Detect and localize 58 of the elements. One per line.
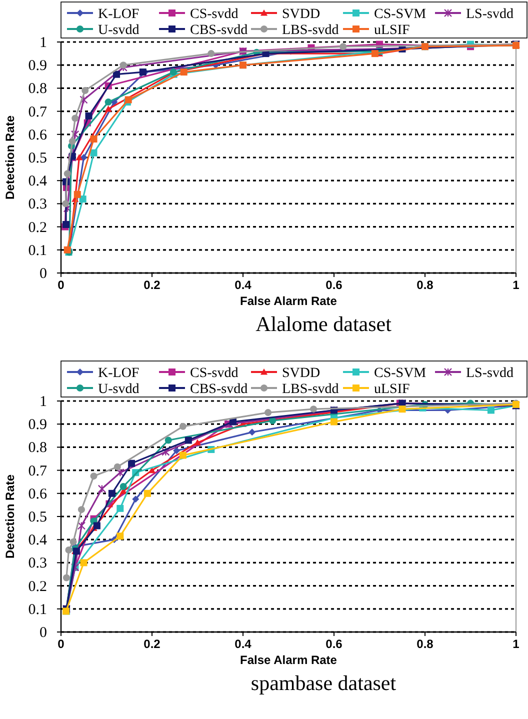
legend-label: U-svdd bbox=[98, 23, 140, 38]
y-tick-label: 0.8 bbox=[28, 81, 47, 98]
x-tick-label: 1 bbox=[512, 637, 520, 651]
legend-label: CBS-svdd bbox=[190, 382, 248, 397]
y-tick-label: 0.7 bbox=[28, 104, 48, 120]
x-tick-label: 1 bbox=[512, 278, 520, 292]
legend-label: uLSIF bbox=[374, 23, 410, 38]
legend-label: LS-svdd bbox=[466, 7, 514, 22]
y-axis-title: Detection Rate bbox=[3, 474, 17, 559]
y-tick-label: 0.4 bbox=[28, 174, 48, 190]
x-axis-title: False Alarm Rate bbox=[240, 653, 338, 667]
legend-label: SVDD bbox=[282, 366, 320, 381]
y-tick-label: 0.5 bbox=[28, 510, 47, 526]
y-tick-label: 0.3 bbox=[28, 556, 47, 572]
y-tick-label: 0.1 bbox=[28, 602, 47, 618]
y-tick-label: 0.9 bbox=[28, 58, 47, 74]
legend-label: LBS-svdd bbox=[282, 382, 339, 397]
x-tick-label: 0 bbox=[58, 278, 65, 292]
y-tick-label: 0.6 bbox=[28, 486, 48, 502]
x-tick-label: 0.2 bbox=[144, 637, 161, 651]
legend-label: uLSIF bbox=[374, 382, 410, 397]
x-tick-label: 0.8 bbox=[416, 637, 434, 651]
y-tick-label: 0.7 bbox=[28, 463, 48, 480]
legend-label: SVDD bbox=[282, 7, 320, 22]
legend-label: CBS-svdd bbox=[190, 23, 248, 38]
legend-label: CS-SVM bbox=[374, 7, 427, 22]
y-tick-label: 0.5 bbox=[28, 150, 47, 166]
x-tick-label: 0.4 bbox=[234, 637, 252, 651]
x-tick-label: 0.6 bbox=[326, 278, 343, 292]
y-tick-label: 0.8 bbox=[28, 440, 47, 456]
legend-label: LS-svdd bbox=[466, 366, 514, 381]
legend-label: U-svdd bbox=[98, 382, 140, 397]
x-tick-label: 0 bbox=[58, 637, 65, 651]
legend-label: CS-svdd bbox=[190, 7, 238, 22]
legend-label: K-LOF bbox=[98, 7, 140, 22]
legend-label: CS-SVM bbox=[374, 366, 427, 381]
y-tick-label: 1 bbox=[40, 35, 47, 51]
y-tick-label: 0.9 bbox=[28, 417, 47, 434]
y-tick-label: 0.2 bbox=[28, 578, 47, 595]
x-tick-label: 0.6 bbox=[326, 637, 343, 651]
x-axis-title: False Alarm Rate bbox=[240, 294, 338, 308]
text: spambase dataset bbox=[250, 671, 396, 695]
legend-label: K-LOF bbox=[98, 366, 140, 381]
y-tick-label: 0.4 bbox=[28, 532, 48, 549]
y-tick-label: 0.3 bbox=[28, 196, 47, 213]
y-tick-label: 1 bbox=[40, 394, 47, 410]
legend-label: CS-svdd bbox=[190, 366, 238, 381]
x-tick-label: 0.2 bbox=[144, 278, 161, 292]
y-tick-label: 0.2 bbox=[28, 220, 47, 236]
y-tick-label: 0 bbox=[40, 625, 47, 641]
y-tick-label: 0 bbox=[40, 266, 47, 282]
x-tick-label: 0.4 bbox=[234, 278, 252, 292]
y-tick-label: 0.6 bbox=[28, 127, 48, 144]
legend-label: LBS-svdd bbox=[282, 23, 339, 38]
y-tick-label: 0.1 bbox=[28, 242, 47, 259]
text: Alalome dataset bbox=[256, 312, 392, 336]
y-axis-title: Detection Rate bbox=[3, 115, 17, 200]
x-tick-label: 0.8 bbox=[416, 278, 434, 292]
